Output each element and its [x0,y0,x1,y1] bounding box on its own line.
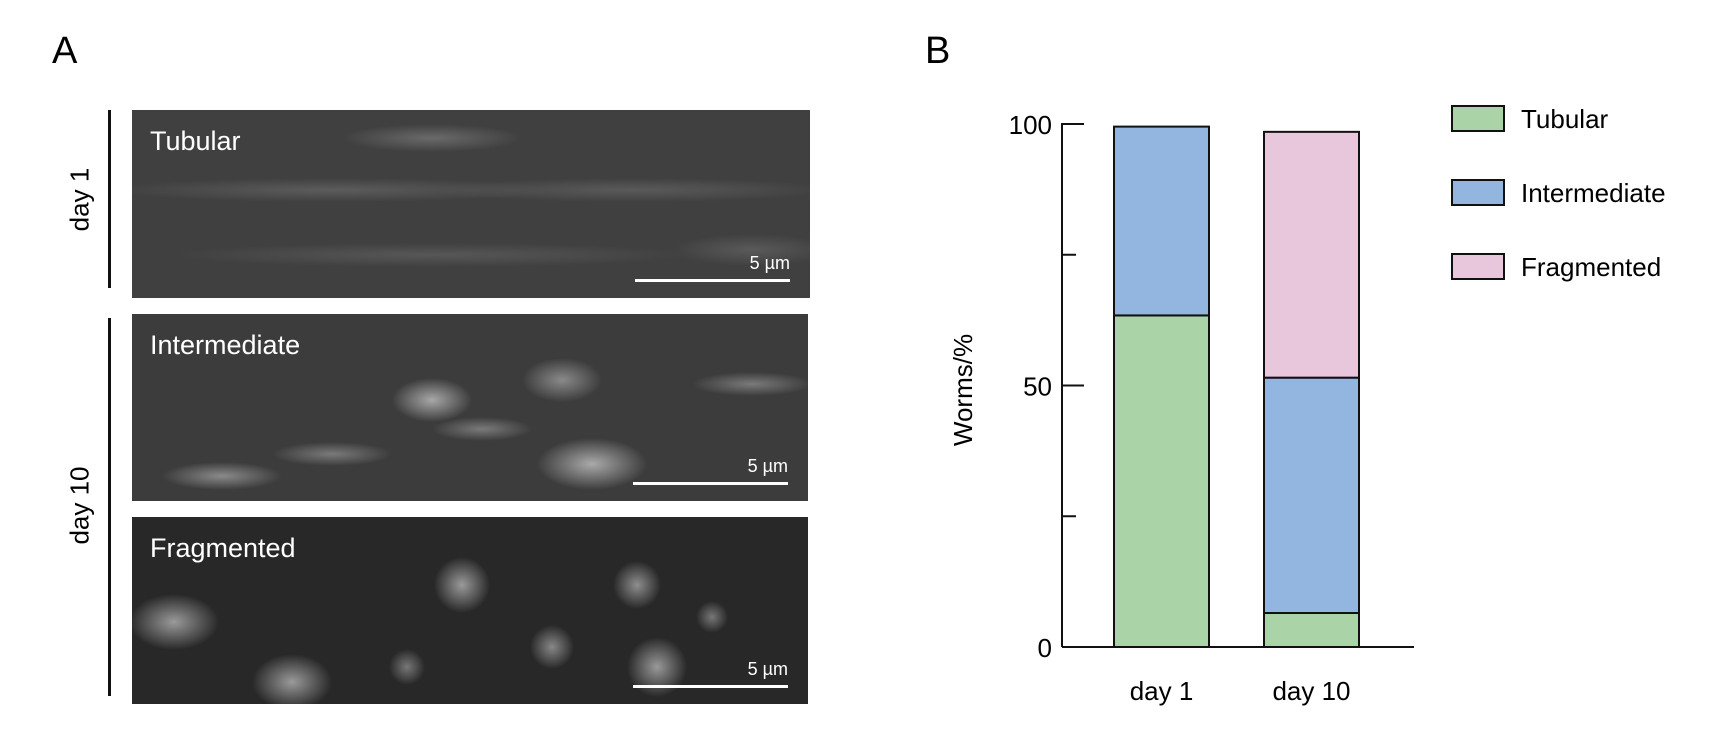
scale-bar-label: 5 µm [747,456,788,476]
bar-segment-tubular [1113,314,1210,648]
legend-label: Tubular [1521,104,1609,134]
scale-bar [633,482,788,485]
legend-label: Intermediate [1521,178,1666,208]
legend-swatch-fragmented [1451,253,1505,280]
micrograph-intermediate: Intermediate 5 µm [132,314,808,501]
panel-b-letter: B [925,30,951,72]
micrograph-label: Tubular [150,126,241,156]
bar-segment-fragmented [1263,130,1360,379]
legend-swatch-intermediate [1451,179,1505,206]
micrograph-label: Intermediate [150,330,301,360]
micrograph-label: Fragmented [150,533,296,563]
legend-label: Fragmented [1521,252,1661,282]
bar-segment-intermediate [1263,376,1360,615]
bar-segment-intermediate [1113,125,1210,317]
y-tick-label: 50 [1023,372,1052,402]
scale-bar-label: 5 µm [747,659,788,679]
x-tick-label: day 10 [1272,676,1350,706]
scale-bar-label: 5 µm [749,253,790,273]
micrograph-tubular: Tubular 5 µm [132,110,810,298]
panel-a-letter: A [52,30,78,72]
scale-bar [635,279,790,282]
day10-bracket [108,318,111,696]
legend-swatch-tubular [1451,105,1505,132]
micrograph-fragmented: Fragmented 5 µm [132,517,808,704]
y-tick-label: 0 [1038,633,1052,663]
x-tick-label: day 1 [1130,676,1194,706]
y-tick-label: 100 [1009,110,1052,140]
scale-bar [633,685,788,688]
bar-segment-tubular [1263,612,1360,649]
day1-bracket [108,110,111,288]
y-axis-label: Worms/% [948,334,978,446]
